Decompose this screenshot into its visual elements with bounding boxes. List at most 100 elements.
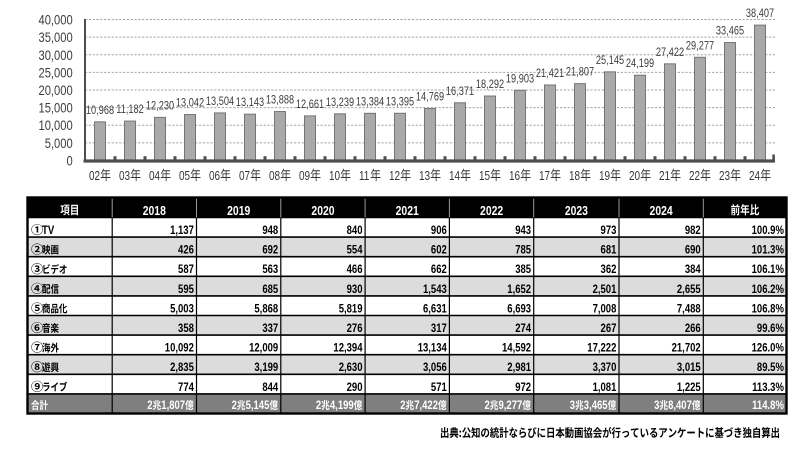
- svg-text:25,145: 25,145: [596, 55, 624, 67]
- svg-text:38,407: 38,407: [746, 8, 774, 20]
- svg-text:7,008: 7,008: [593, 302, 617, 315]
- svg-text:22: 22: [689, 170, 700, 183]
- svg-text:20,000: 20,000: [38, 83, 72, 98]
- svg-text:17,222: 17,222: [587, 342, 616, 355]
- svg-text:1,807: 1,807: [161, 399, 185, 412]
- svg-text:8,407: 8,407: [668, 399, 692, 412]
- svg-text:554: 554: [347, 244, 363, 257]
- svg-text:114.8%: 114.8%: [752, 399, 784, 412]
- svg-text:317: 317: [431, 322, 447, 335]
- svg-text:563: 563: [262, 263, 278, 276]
- svg-text:5,000: 5,000: [45, 136, 73, 151]
- svg-text:7,422: 7,422: [414, 399, 438, 412]
- svg-text:426: 426: [178, 244, 194, 257]
- svg-text:3,465: 3,465: [584, 399, 608, 412]
- svg-text:2: 2: [147, 399, 152, 412]
- svg-text:973: 973: [601, 224, 617, 237]
- svg-text:33,465: 33,465: [716, 26, 744, 38]
- svg-text:19,903: 19,903: [506, 73, 534, 85]
- svg-text:13: 13: [419, 170, 430, 183]
- svg-text:3,370: 3,370: [593, 361, 617, 374]
- svg-text:40,000: 40,000: [38, 12, 72, 27]
- svg-text:09: 09: [299, 170, 310, 183]
- svg-text:466: 466: [347, 263, 363, 276]
- svg-text:89.5%: 89.5%: [757, 361, 784, 374]
- svg-text:1,137: 1,137: [170, 224, 194, 237]
- svg-text:13,134: 13,134: [418, 342, 447, 355]
- svg-text:6,693: 6,693: [507, 302, 531, 315]
- svg-text:5,003: 5,003: [170, 302, 194, 315]
- svg-text:16,371: 16,371: [446, 86, 474, 98]
- svg-text:6,631: 6,631: [423, 302, 447, 315]
- svg-text:19: 19: [599, 170, 610, 183]
- svg-text:571: 571: [431, 381, 447, 394]
- svg-text:1,652: 1,652: [507, 283, 531, 296]
- svg-text:18: 18: [569, 170, 580, 183]
- svg-text:30,000: 30,000: [38, 48, 72, 63]
- svg-text:13,143: 13,143: [236, 97, 264, 109]
- svg-text:2,630: 2,630: [339, 361, 363, 374]
- svg-text:17: 17: [539, 170, 550, 183]
- svg-text:3: 3: [654, 399, 659, 412]
- svg-text:685: 685: [262, 283, 278, 296]
- svg-text:930: 930: [347, 283, 363, 296]
- svg-text:5,819: 5,819: [339, 302, 363, 315]
- svg-text:5,868: 5,868: [254, 302, 278, 315]
- svg-text:12,230: 12,230: [146, 101, 174, 113]
- svg-text:2018: 2018: [143, 204, 167, 218]
- svg-text:7,488: 7,488: [677, 302, 701, 315]
- svg-text:16: 16: [509, 170, 520, 183]
- svg-text:840: 840: [347, 224, 363, 237]
- svg-text:1,543: 1,543: [423, 283, 447, 296]
- svg-text:2,981: 2,981: [507, 361, 531, 374]
- svg-text:35,000: 35,000: [38, 30, 72, 45]
- svg-text:12,661: 12,661: [296, 99, 324, 111]
- svg-text:13,239: 13,239: [326, 97, 354, 109]
- svg-text:29,277: 29,277: [686, 40, 714, 52]
- svg-text:106.1%: 106.1%: [752, 263, 785, 276]
- svg-text:15,000: 15,000: [38, 100, 72, 115]
- svg-text:14,592: 14,592: [502, 342, 531, 355]
- svg-text:12,009: 12,009: [249, 342, 278, 355]
- svg-text:2023: 2023: [565, 204, 589, 218]
- svg-text:4,199: 4,199: [330, 399, 354, 412]
- svg-text:385: 385: [515, 263, 531, 276]
- svg-text:13,888: 13,888: [266, 95, 294, 107]
- svg-text:106.2%: 106.2%: [752, 283, 785, 296]
- svg-text:2: 2: [232, 399, 237, 412]
- svg-text:12,394: 12,394: [333, 342, 362, 355]
- svg-text:3,056: 3,056: [423, 361, 447, 374]
- svg-text:785: 785: [515, 244, 531, 257]
- svg-text:08: 08: [269, 170, 280, 183]
- svg-text:5,145: 5,145: [246, 399, 270, 412]
- svg-text:948: 948: [262, 224, 278, 237]
- svg-text:2019: 2019: [227, 204, 251, 218]
- svg-text:23: 23: [719, 170, 730, 183]
- svg-text:13,395: 13,395: [386, 96, 414, 108]
- svg-text:2: 2: [316, 399, 321, 412]
- svg-text:05: 05: [179, 170, 190, 183]
- svg-text:692: 692: [262, 244, 278, 257]
- svg-text:21,807: 21,807: [566, 67, 594, 79]
- svg-text:10,000: 10,000: [38, 118, 72, 133]
- svg-text:358: 358: [178, 322, 194, 335]
- svg-text:0: 0: [66, 153, 72, 168]
- svg-text:681: 681: [601, 244, 617, 257]
- svg-text:101.3%: 101.3%: [752, 244, 785, 257]
- svg-text:04: 04: [149, 170, 160, 183]
- svg-text:21: 21: [659, 170, 670, 183]
- svg-text:2: 2: [484, 399, 489, 412]
- svg-text:21,702: 21,702: [672, 342, 701, 355]
- svg-text:3,199: 3,199: [254, 361, 278, 374]
- svg-text:106.8%: 106.8%: [752, 302, 785, 315]
- svg-text:362: 362: [601, 263, 617, 276]
- svg-text:126.0%: 126.0%: [752, 342, 785, 355]
- svg-text:2022: 2022: [480, 204, 504, 218]
- svg-text:2020: 2020: [311, 204, 335, 218]
- svg-text:24: 24: [749, 170, 760, 183]
- svg-text:13,384: 13,384: [356, 96, 384, 108]
- svg-text:24,199: 24,199: [626, 58, 654, 70]
- svg-text:690: 690: [685, 244, 701, 257]
- svg-text:595: 595: [178, 283, 194, 296]
- svg-text:266: 266: [685, 322, 701, 335]
